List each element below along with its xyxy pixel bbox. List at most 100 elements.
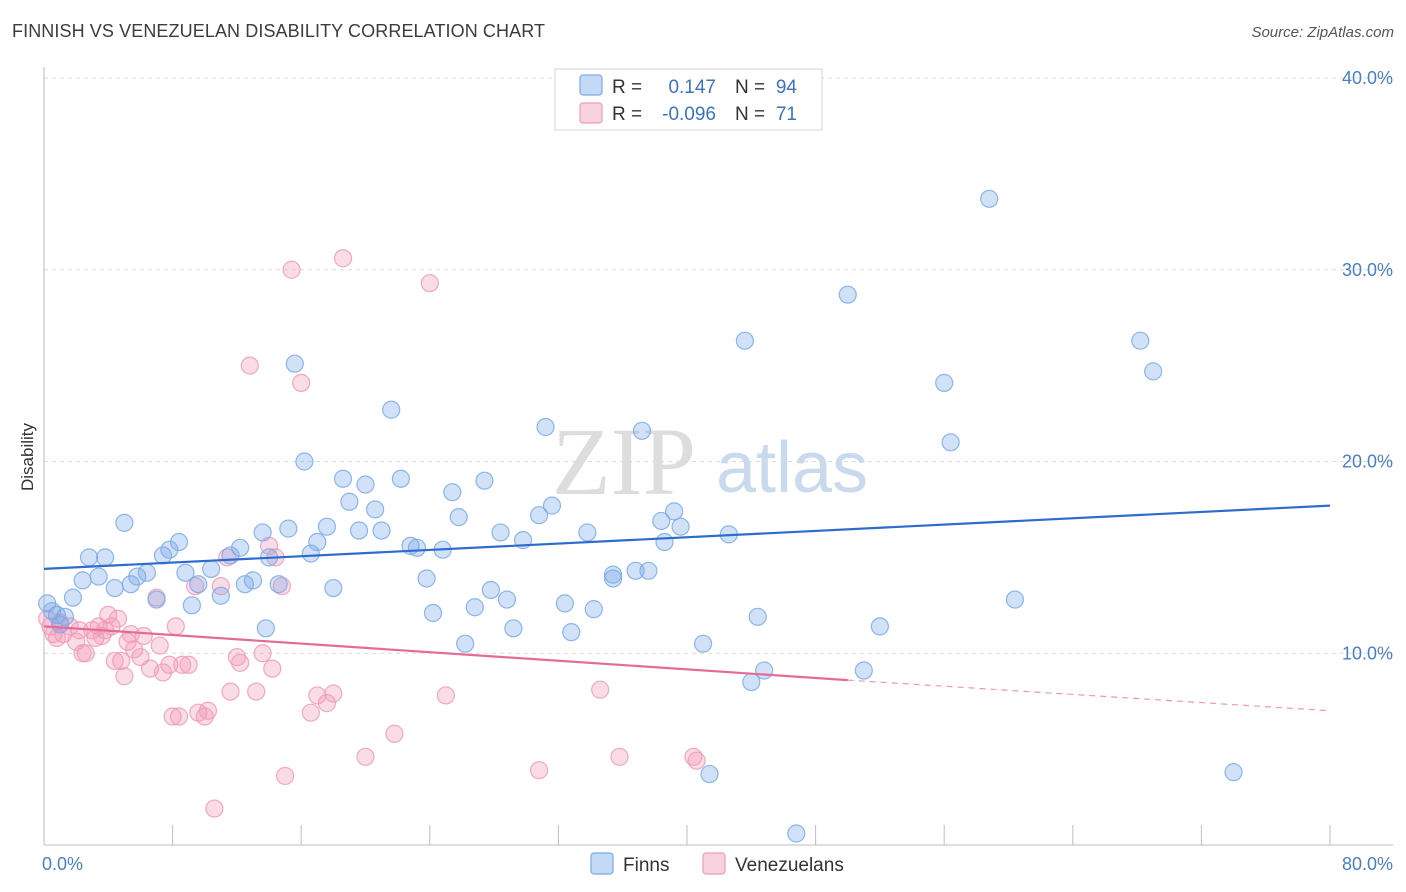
finns-point [211,586,230,605]
venezuelans-point [240,356,259,375]
finns-point [626,561,645,580]
finns-point [269,575,288,594]
venezuelans-point [420,274,439,293]
finns-point [105,578,124,598]
finns-point [838,285,857,304]
finns-point [854,661,873,680]
venezuelans-point [92,626,111,646]
finns-point [356,475,375,494]
venezuelans-point [163,707,182,726]
y-tick-label-0: 10.0% [1342,643,1393,663]
venezuelans-point [333,249,353,268]
venezuelans-point [324,684,343,703]
venezuelans-point [282,260,301,279]
venezuelans-point [179,655,198,674]
finns-point [639,561,658,580]
venezuelans-point [195,707,214,726]
legend-finns-n-value: 94 [776,77,798,98]
finns-point [231,538,250,557]
finns-point [324,578,343,598]
venezuelans-point [231,653,250,672]
finns-point [603,569,623,588]
venezuelans-trend-line [43,625,848,682]
venezuelans-point [308,686,327,705]
venezuelans-point [169,707,189,726]
finns-point [536,417,555,437]
finns-point [285,354,304,373]
venezuelans-point [173,655,192,674]
finns-point [497,590,517,609]
finns-point [382,400,401,419]
finns-point [308,532,327,552]
venezuelans-point [198,701,218,720]
y-tick-labels: 10.0% 20.0% 30.0% 40.0% [1342,68,1393,663]
legend-bottom-finns-swatch [590,852,614,875]
finns-point [475,471,494,490]
finns-point [115,513,134,532]
finns-point [941,433,960,452]
venezuelans-point [211,577,230,596]
venezuelans-point [115,667,134,686]
finns-point [748,607,767,626]
legend-finns-swatch [579,74,603,96]
venezuelans-point [687,751,706,770]
legend-finns-r-value: 0.147 [668,77,716,98]
venezuelans-point [253,644,272,663]
venezuelans-point [134,626,153,646]
legend-venezuelans-r-value: -0.096 [662,104,716,125]
finns-point [443,483,462,502]
venezuelans-points [38,249,706,818]
venezuelans-point [530,761,549,780]
venezuelans-point [301,703,320,722]
finns-point [542,496,562,515]
finns-point [980,189,999,208]
legend-venezuelans-n-label: N = [735,104,765,125]
legend-top: R = 0.147 N = 94 R = -0.096 N = 71 [554,68,823,131]
finns-point [578,523,597,542]
finns-point [349,521,369,540]
finns-point [655,532,674,552]
finns-point [1005,590,1025,609]
legend-finns-r-label: R = [612,77,642,98]
finns-point [700,764,719,784]
finns-point [735,331,754,350]
venezuelans-point [247,682,266,701]
venezuelans-point [205,799,224,818]
finns-point [202,559,221,578]
legend-top-box [554,68,823,131]
legend-bottom: Finns Venezuelans [590,852,844,876]
source-label: Source: ZipAtlas.com [1251,24,1394,41]
trend-lines [43,504,1331,712]
finns-point [256,619,275,638]
venezuelans-point [227,647,246,667]
watermark-atlas: atlas [716,428,868,508]
y-axis-label: Disability [18,422,37,491]
finns-point [182,596,201,615]
legend-finns-n-label: N = [735,77,765,98]
y-tick-label-3: 40.0% [1342,68,1393,88]
finns-point [632,421,652,440]
finns-point [169,532,189,552]
finns-point [55,607,74,626]
finns-point [253,523,272,542]
legend-venezuelans-swatch [579,102,603,124]
finns-point [137,563,156,582]
finns-point [1144,362,1163,381]
finns-point [671,517,690,536]
finns-point [555,594,574,613]
venezuelans-point [263,659,282,678]
finns-point [279,519,298,538]
finns-point [481,580,500,600]
chart-title: FINNISH VS VENEZUELAN DISABILITY CORRELA… [12,21,546,41]
venezuelans-point [591,680,610,699]
finns-points [38,189,1243,843]
finns-point [189,575,208,594]
finns-point [128,567,147,586]
finns-point [366,500,385,519]
venezuelans-point [186,577,205,596]
finns-point [243,571,263,590]
finns-point [1131,331,1150,350]
axes [43,67,1393,846]
finns-point [491,523,510,542]
finns-point [465,598,484,617]
